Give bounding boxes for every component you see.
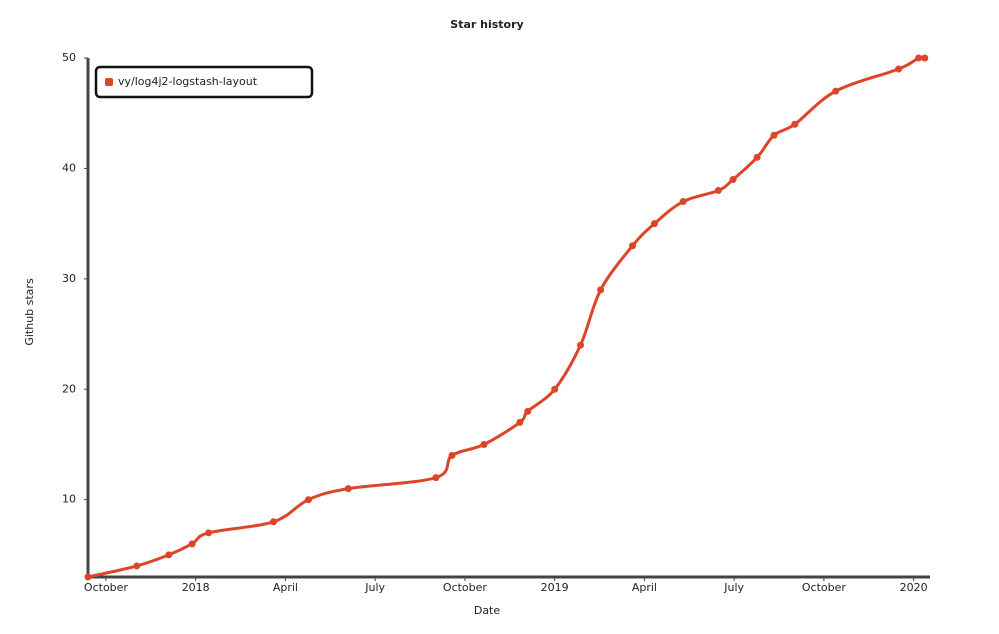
x-tick-label: April xyxy=(273,581,298,594)
data-point xyxy=(344,485,352,493)
data-point xyxy=(188,540,196,548)
legend-label: vy/log4j2-logstash-layout xyxy=(118,75,258,88)
data-point xyxy=(753,153,761,161)
data-point xyxy=(133,562,141,570)
x-tick-label: October xyxy=(84,581,128,594)
data-point xyxy=(165,551,173,559)
data-point xyxy=(270,518,278,526)
x-tick-label: July xyxy=(364,581,385,594)
legend-swatch xyxy=(105,78,113,86)
x-axis-label: Date xyxy=(474,604,501,617)
data-point xyxy=(448,452,456,460)
data-point xyxy=(895,65,903,73)
data-point xyxy=(577,341,585,349)
chart-title: Star history xyxy=(450,18,523,31)
series-line xyxy=(86,55,927,579)
x-tick-label: October xyxy=(802,581,846,594)
data-point xyxy=(915,54,923,62)
data-point xyxy=(551,385,559,393)
data-point xyxy=(432,474,440,482)
data-point xyxy=(832,87,840,95)
data-point xyxy=(650,220,658,228)
y-tick-label: 40 xyxy=(62,161,76,174)
x-tick-label: 2018 xyxy=(182,581,210,594)
data-point xyxy=(770,131,778,139)
data-point xyxy=(791,120,799,128)
data-point xyxy=(516,418,524,426)
data-point xyxy=(524,407,532,415)
x-tick-label: July xyxy=(723,581,744,594)
data-point xyxy=(205,529,213,537)
y-tick-label: 20 xyxy=(62,382,76,395)
data-point xyxy=(679,198,687,206)
x-tick-label: April xyxy=(632,581,657,594)
data-point xyxy=(480,440,488,448)
x-tick-label: 2020 xyxy=(900,581,928,594)
legend-box xyxy=(94,65,314,99)
x-tick-label: October xyxy=(443,581,487,594)
y-tick-label: 50 xyxy=(62,51,76,64)
y-axis-label: Github stars xyxy=(23,278,36,346)
data-point xyxy=(729,175,737,183)
x-tick-label: 2019 xyxy=(541,581,569,594)
y-tick-label: 10 xyxy=(62,493,76,506)
data-point xyxy=(921,54,929,62)
data-point xyxy=(597,286,605,294)
data-point xyxy=(304,496,312,504)
data-point xyxy=(629,242,637,250)
data-point xyxy=(714,187,722,195)
y-tick-label: 30 xyxy=(62,272,76,285)
data-point xyxy=(84,573,92,581)
